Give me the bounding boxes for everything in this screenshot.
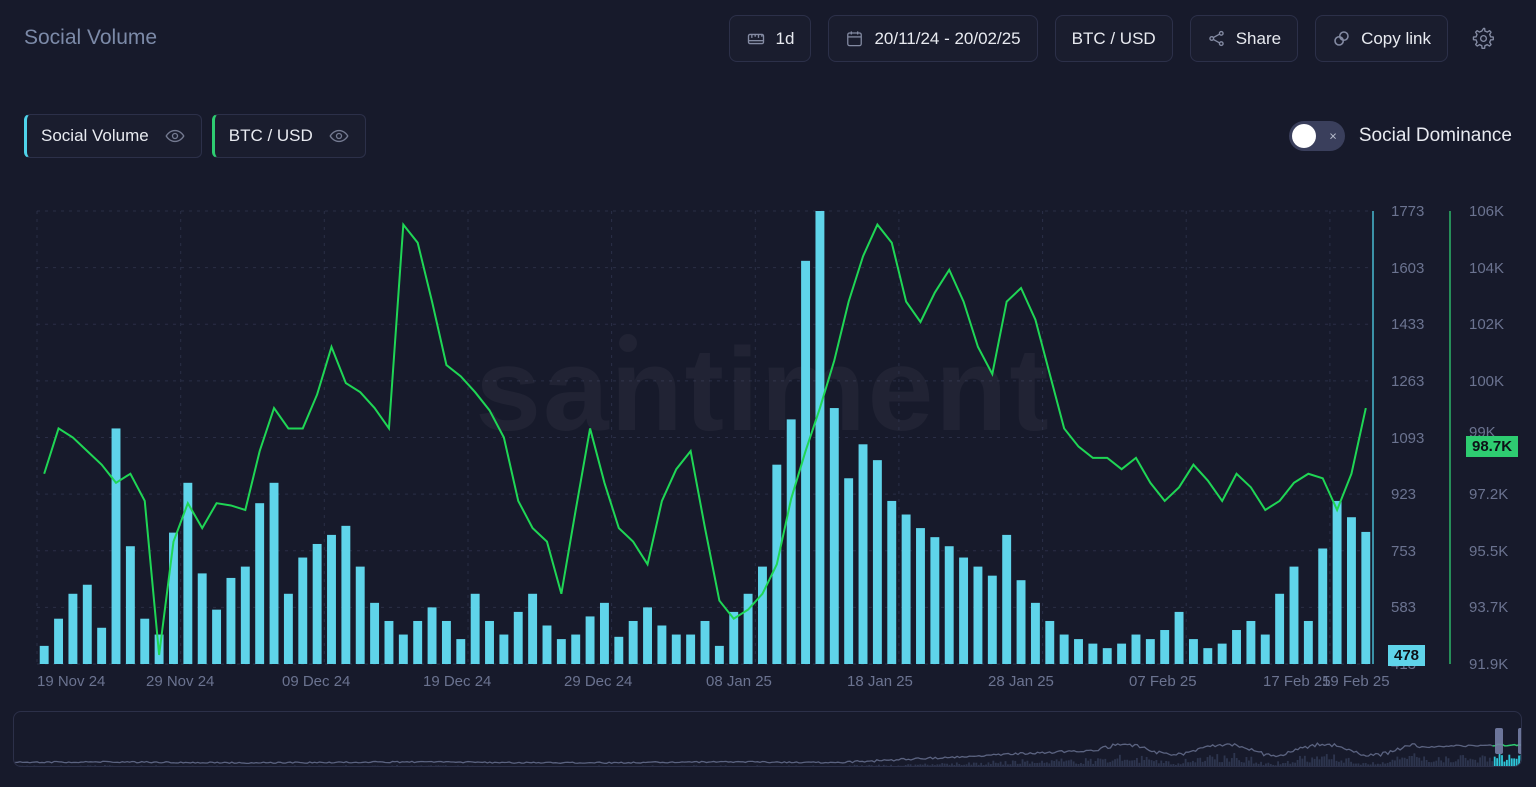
svg-text:santiment: santiment bbox=[475, 324, 1050, 456]
